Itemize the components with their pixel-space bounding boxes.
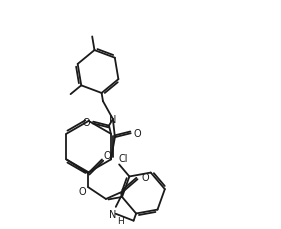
Text: N: N [109,209,117,219]
Text: N: N [109,114,117,124]
Text: O: O [82,117,90,127]
Text: H: H [117,216,124,225]
Text: O: O [142,172,149,183]
Text: O: O [103,150,111,160]
Text: Cl: Cl [118,153,128,163]
Text: O: O [78,186,86,196]
Text: O: O [134,129,141,139]
